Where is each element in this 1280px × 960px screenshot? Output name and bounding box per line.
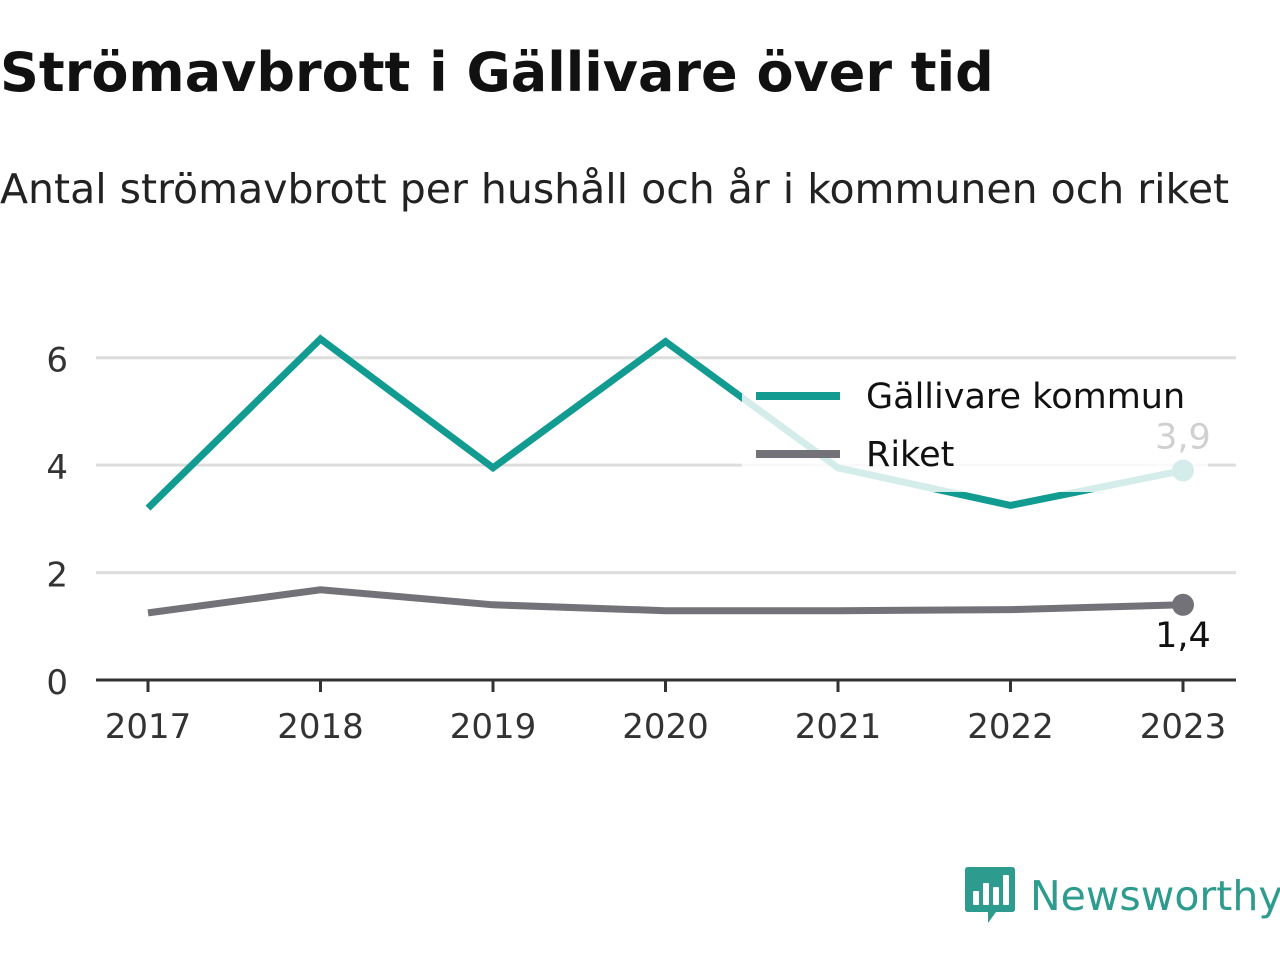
x-tick-label: 2023 <box>1140 707 1227 747</box>
x-tick-label: 2019 <box>450 707 537 747</box>
newsworthy-logo-icon <box>965 867 1015 923</box>
x-tick-label: 2021 <box>795 707 882 747</box>
y-tick-label: 0 <box>46 663 68 703</box>
series-line-1 <box>147 586 1184 617</box>
legend-label-0: Gällivare kommun <box>866 377 1185 417</box>
series-line-0 <box>145 334 1184 511</box>
newsworthy-logo: Newsworthy <box>964 864 1280 928</box>
x-tick-label: 2017 <box>105 707 192 747</box>
x-tick-label: 2020 <box>622 707 709 747</box>
chart-title: Strömavbrott i Gällivare över tid <box>0 41 994 104</box>
legend-background <box>742 368 1208 492</box>
legend: Gällivare kommun Riket <box>742 368 1208 492</box>
y-tick-label: 6 <box>46 341 68 381</box>
brand-name: Newsworthy <box>1030 872 1280 920</box>
chart-subtitle: Antal strömavbrott per hushåll och år i … <box>0 165 1230 213</box>
x-tick-label: 2018 <box>277 707 364 747</box>
axes: 0 2 4 6 2017 2018 2019 2020 2021 2022 2023 <box>46 341 1236 747</box>
end-labels: 3,9 1,4 <box>1155 418 1211 656</box>
x-tick-label: 2022 <box>967 707 1054 747</box>
y-tick-label: 4 <box>46 448 68 488</box>
legend-label-1: Riket <box>866 435 954 475</box>
end-value-label-1: 1,4 <box>1155 616 1211 656</box>
y-tick-label: 2 <box>46 556 68 596</box>
series-end-point-1 <box>1172 593 1194 616</box>
end-value-label-0: 3,9 <box>1155 418 1211 458</box>
